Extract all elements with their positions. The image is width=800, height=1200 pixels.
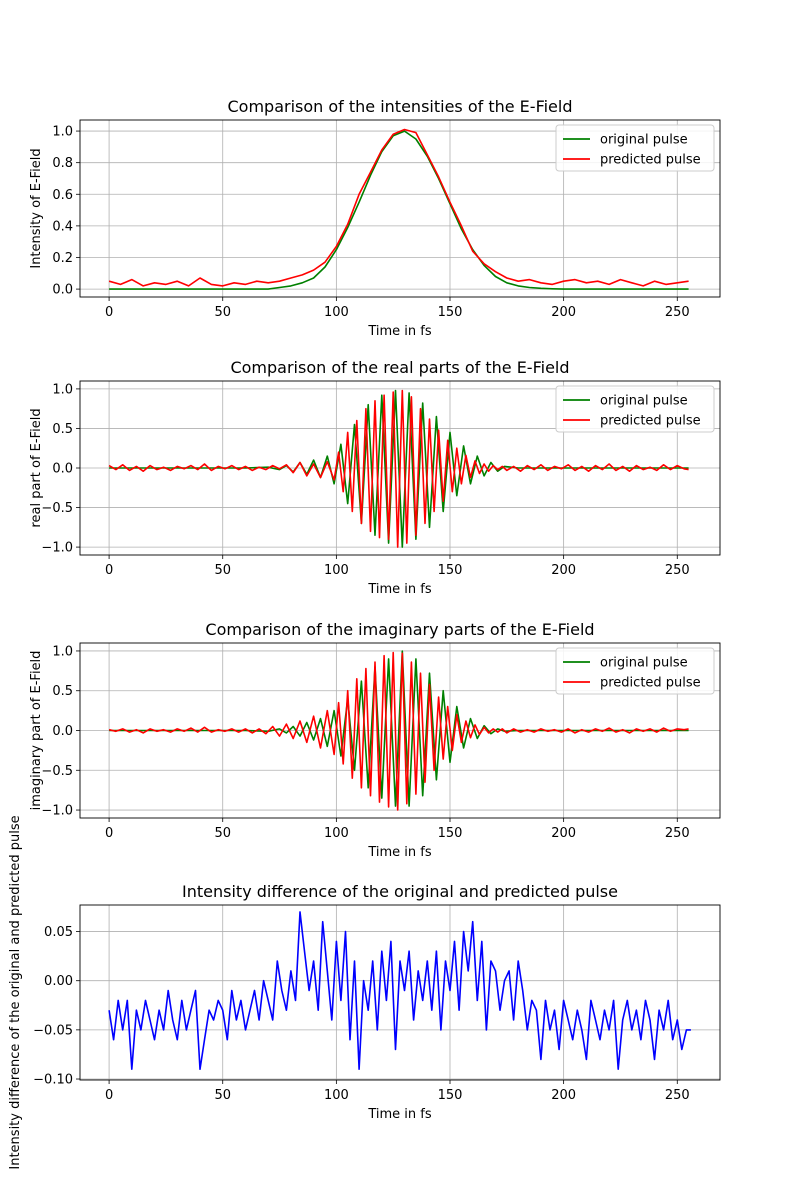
y-tick-label: 0.4 [52, 219, 73, 234]
x-tick-label: 100 [324, 826, 349, 841]
x-tick-label: 50 [214, 1088, 231, 1103]
x-tick-label: 0 [105, 826, 113, 841]
y-tick-label: 1.0 [52, 644, 73, 659]
x-tick-label: 150 [438, 1088, 463, 1103]
legend-entry-1: original pulse [600, 394, 688, 409]
y-axis-label: Intensity difference of the original and… [8, 815, 23, 1169]
y-tick-label: 0.5 [52, 422, 73, 437]
y-tick-label: −0.5 [41, 764, 73, 779]
plot-frame [79, 904, 721, 1081]
legend-entry-1: original pulse [600, 656, 688, 671]
x-tick-label: 0 [105, 1088, 113, 1103]
x-tick-label: 150 [438, 563, 463, 578]
x-tick-label: 250 [665, 826, 690, 841]
y-tick-label: −1.0 [41, 804, 73, 819]
chart-4: 0 50 100 150 200 250 −0.10 −0.05 0.00 0.05 Intensi… [8, 815, 721, 1170]
x-tick-label: 200 [551, 826, 576, 841]
x-tick-label: 250 [665, 305, 690, 320]
legend-entry-2: predicted pulse [600, 414, 701, 429]
legend: original pulse predicted pulse [555, 385, 715, 433]
legend-entry-2: predicted pulse [600, 153, 701, 168]
x-axis-label: Time in fs [367, 582, 432, 597]
plot-frame [79, 119, 721, 298]
x-tick-label: 50 [214, 305, 231, 320]
x-axis-label: Time in fs [367, 845, 432, 860]
y-tick-label: 1.0 [52, 382, 73, 397]
chart-3: 0 50 100 150 200 250 −1.0 −0.5 0.0 0.5 1.0 Comparis… [29, 620, 721, 860]
x-tick-label: 100 [324, 305, 349, 320]
y-axis-label: real part of E-Field [29, 408, 44, 527]
y-tick-label: 0.0 [52, 283, 73, 298]
legend-entry-1: original pulse [600, 133, 688, 148]
x-tick-label: 100 [324, 1088, 349, 1103]
series-line-2 [108, 651, 689, 811]
x-tick-label: 100 [324, 563, 349, 578]
chart-title: Comparison of the real parts of the E-Fi… [230, 358, 569, 377]
series-line-2 [108, 128, 689, 287]
x-tick-label: 50 [214, 826, 231, 841]
legend-entry-2: predicted pulse [600, 676, 701, 691]
chart-2: 0 50 100 150 200 250 −1.0 −0.5 0.0 0.5 1.0 Comparis… [29, 358, 721, 597]
y-tick-label: 1.0 [52, 125, 73, 140]
y-tick-label: 0.05 [44, 925, 73, 940]
legend-box [555, 647, 715, 695]
series-line-1 [109, 130, 689, 290]
legend: original pulse predicted pulse [555, 647, 715, 695]
x-axis-label: Time in fs [367, 1107, 432, 1122]
chart-title: Comparison of the intensities of the E-F… [227, 97, 572, 116]
x-tick-label: 50 [214, 563, 231, 578]
series-line-2 [108, 389, 689, 548]
x-tick-label: 200 [551, 305, 576, 320]
x-tick-label: 250 [665, 563, 690, 578]
y-tick-label: −0.10 [33, 1073, 73, 1088]
y-axis-label: Intensity of E-Field [29, 148, 44, 268]
x-axis-label: Time in fs [367, 324, 432, 339]
x-tick-label: 150 [438, 826, 463, 841]
x-tick-label: 200 [551, 563, 576, 578]
y-tick-label: 0.6 [52, 188, 73, 203]
x-tick-label: 200 [551, 1088, 576, 1103]
chart-1: 0 50 100 150 200 250 0.0 0.2 0.4 0.6 0.8 1.0 Compari… [29, 97, 721, 339]
chart-title: Comparison of the imaginary parts of the… [205, 620, 594, 639]
y-tick-label: −0.05 [33, 1023, 73, 1038]
y-tick-label: 0.0 [52, 462, 73, 477]
y-tick-label: 0.5 [52, 684, 73, 699]
legend-box [555, 385, 715, 433]
series-line-1 [108, 911, 691, 1070]
x-tick-label: 250 [665, 1088, 690, 1103]
y-axis-label: imaginary part of E-Field [29, 651, 44, 811]
x-tick-label: 0 [105, 563, 113, 578]
y-tick-label: −1.0 [41, 541, 73, 556]
y-tick-label: 0.0 [52, 724, 73, 739]
legend: original pulse predicted pulse [555, 124, 715, 172]
y-tick-label: 0.00 [44, 974, 73, 989]
y-tick-label: 0.8 [52, 156, 73, 171]
chart-title: Intensity difference of the original and… [182, 882, 618, 901]
x-tick-label: 0 [105, 305, 113, 320]
legend-box [555, 124, 715, 172]
y-tick-label: 0.2 [52, 251, 73, 266]
x-tick-label: 150 [438, 305, 463, 320]
y-tick-label: −0.5 [41, 501, 73, 516]
